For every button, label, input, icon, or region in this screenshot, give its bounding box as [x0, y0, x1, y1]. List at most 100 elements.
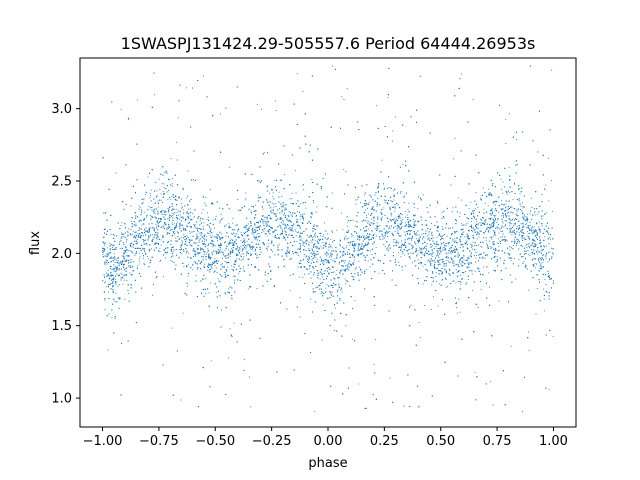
data-point [388, 227, 390, 229]
data-point [376, 225, 378, 227]
data-point [225, 235, 227, 237]
data-point [207, 216, 209, 218]
data-point [482, 236, 484, 238]
data-point [539, 257, 541, 259]
data-point [290, 202, 292, 204]
data-point [176, 141, 178, 143]
data-point [241, 250, 243, 252]
data-point [443, 217, 445, 219]
data-point [361, 271, 363, 273]
data-point [365, 209, 366, 211]
data-point [142, 247, 143, 249]
data-point [197, 231, 199, 233]
data-point [151, 216, 153, 218]
data-point [529, 213, 531, 215]
data-point [347, 225, 349, 227]
data-point [108, 291, 109, 293]
data-point [283, 204, 285, 206]
data-point [330, 252, 332, 254]
data-point [166, 232, 168, 234]
data-point [520, 205, 522, 207]
data-point [365, 244, 367, 246]
data-point [104, 261, 105, 263]
data-point [393, 199, 395, 201]
data-point [192, 269, 194, 271]
data-point [386, 233, 388, 235]
data-point [469, 255, 471, 257]
data-point [203, 254, 205, 255]
data-point [113, 257, 115, 259]
data-point [551, 179, 552, 181]
data-point [129, 272, 131, 274]
data-point [117, 297, 119, 299]
data-point [446, 235, 448, 237]
data-point [459, 259, 461, 261]
data-point [187, 170, 189, 172]
data-point [269, 216, 271, 218]
data-point [422, 194, 424, 196]
data-point [312, 252, 314, 254]
data-point [478, 236, 480, 238]
data-point [331, 291, 333, 293]
data-point [492, 219, 494, 221]
data-point [310, 298, 312, 300]
data-point [159, 247, 161, 249]
data-point [172, 231, 174, 233]
data-point [248, 228, 250, 230]
data-point [395, 217, 397, 219]
data-point [138, 233, 140, 234]
data-point [141, 235, 143, 237]
data-point [505, 203, 507, 205]
data-point [182, 312, 184, 314]
data-point [519, 193, 521, 195]
data-point [450, 257, 452, 259]
data-point [279, 179, 281, 181]
data-point [543, 245, 545, 247]
data-point [231, 233, 233, 235]
data-point [329, 255, 331, 257]
data-point [288, 227, 290, 229]
data-point [102, 241, 104, 243]
data-point [323, 245, 324, 247]
data-point [336, 270, 338, 272]
data-point [488, 272, 490, 274]
data-point [254, 210, 256, 212]
data-point [118, 267, 120, 269]
data-point [130, 265, 132, 267]
data-point [529, 229, 530, 231]
data-point [509, 228, 510, 230]
data-point [413, 260, 415, 262]
data-point [117, 260, 119, 262]
data-point [186, 224, 188, 226]
data-point [508, 167, 510, 169]
data-point [232, 217, 234, 219]
data-point [124, 298, 126, 300]
data-point [104, 263, 105, 265]
data-point [289, 198, 291, 200]
data-point [533, 226, 535, 228]
data-point [205, 253, 207, 255]
data-point [401, 269, 403, 271]
data-point [529, 239, 531, 241]
data-point [495, 249, 497, 251]
data-point [378, 273, 380, 275]
data-point [223, 271, 225, 273]
data-point [388, 187, 390, 188]
data-point [303, 242, 305, 244]
data-point [428, 234, 430, 236]
data-point [211, 264, 213, 266]
data-point [291, 192, 293, 194]
data-point [528, 349, 530, 351]
data-point [480, 230, 482, 232]
data-point [475, 224, 476, 226]
data-point [549, 275, 551, 276]
data-point [163, 224, 165, 226]
data-point [303, 213, 305, 215]
data-point [196, 262, 198, 264]
data-point [226, 255, 228, 256]
data-point [203, 238, 204, 239]
data-point [249, 376, 250, 378]
data-point [221, 309, 222, 311]
data-point [147, 176, 149, 178]
data-point [277, 244, 279, 246]
